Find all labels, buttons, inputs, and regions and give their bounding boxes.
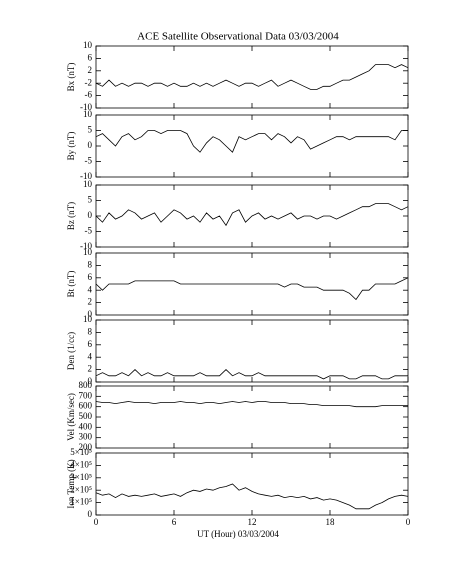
y-tick-label: 5 xyxy=(88,125,93,135)
panel-frame xyxy=(95,45,409,109)
y-tick-label: 2 xyxy=(88,65,93,75)
y-tick-label: -2 xyxy=(85,77,93,87)
y-tick-label: 6 xyxy=(88,339,93,349)
x-tick-label: 12 xyxy=(248,517,257,527)
y-tick-label: 500 xyxy=(79,411,93,421)
y-axis-label: Bz (nT) xyxy=(66,202,76,230)
data-line xyxy=(95,64,409,90)
data-line xyxy=(95,401,408,408)
y-tick-label: 4×10⁵ xyxy=(70,459,92,469)
panel-frame xyxy=(95,385,409,449)
y-tick-label: 4 xyxy=(88,284,93,294)
data-line xyxy=(95,203,409,227)
y-tick-label: 600 xyxy=(79,401,93,411)
y-tick-label: 10 xyxy=(83,314,93,324)
y-tick-label: 0 xyxy=(88,140,93,150)
y-tick-label: 5 xyxy=(88,195,93,205)
y-tick-label: 10 xyxy=(83,247,93,257)
y-tick-label: 5×10⁵ xyxy=(70,447,92,457)
y-tick-label: 300 xyxy=(79,432,93,442)
data-line xyxy=(95,369,408,380)
x-tick-label: 0 xyxy=(94,517,99,527)
y-tick-label: 0 xyxy=(88,210,93,220)
y-tick-label: 2×10⁵ xyxy=(70,484,92,494)
data-line xyxy=(95,130,408,153)
y-tick-label: 10 xyxy=(83,179,93,189)
y-tick-label: -10 xyxy=(80,102,92,112)
y-tick-label: 10 xyxy=(83,40,93,50)
x-tick-label: 18 xyxy=(326,517,336,527)
y-tick-label: 200 xyxy=(79,442,93,452)
y-tick-label: 6 xyxy=(88,272,93,282)
panel-frame xyxy=(95,452,409,516)
y-tick-label: -10 xyxy=(80,241,92,251)
y-axis-label: Ion Temp (K) xyxy=(66,459,76,508)
panel-frame xyxy=(95,114,409,178)
y-tick-label: -5 xyxy=(85,226,93,236)
y-tick-label: 2 xyxy=(88,297,93,307)
y-axis-label: Bx (nT) xyxy=(66,63,76,92)
y-axis-label: Vel (Km/sec) xyxy=(66,393,76,441)
y-tick-label: 2 xyxy=(88,364,93,374)
y-tick-label: 700 xyxy=(79,390,93,400)
data-line xyxy=(95,483,409,510)
data-line xyxy=(95,277,409,301)
x-axis-label: UT (Hour) 03/03/2004 xyxy=(197,529,279,539)
y-tick-label: -5 xyxy=(85,156,93,166)
y-tick-label: -10 xyxy=(80,171,92,181)
y-tick-label: 0 xyxy=(88,309,93,319)
x-tick-label: 6 xyxy=(172,517,177,527)
chart-title: ACE Satellite Observational Data 03/03/2… xyxy=(137,31,339,43)
y-tick-label: 3×10⁵ xyxy=(70,472,92,482)
y-axis-label: By (nT) xyxy=(66,132,76,161)
y-tick-label: 8 xyxy=(88,326,93,336)
panel-frame xyxy=(95,319,409,383)
x-tick-label: 0 xyxy=(406,517,411,527)
y-tick-label: 10 xyxy=(83,109,93,119)
y-tick-label: -6 xyxy=(85,90,93,100)
y-axis-label: Bt (nT) xyxy=(66,271,76,298)
y-axis-label: Den (1/cc) xyxy=(66,332,76,370)
y-tick-label: 400 xyxy=(79,421,93,431)
y-tick-label: 0 xyxy=(88,509,93,519)
y-tick-label: 8 xyxy=(88,259,93,269)
y-tick-label: 6 xyxy=(88,52,93,62)
y-tick-label: 1×10⁵ xyxy=(70,497,92,507)
y-tick-label: 0 xyxy=(88,376,93,386)
y-tick-label: 4 xyxy=(88,351,93,361)
y-tick-label: 800 xyxy=(79,380,93,390)
